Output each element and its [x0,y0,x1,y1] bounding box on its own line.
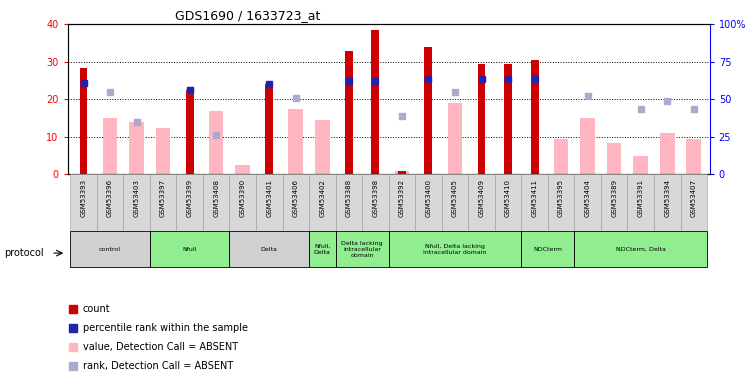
Text: GSM53402: GSM53402 [319,179,325,217]
Bar [209,111,224,174]
FancyBboxPatch shape [123,174,150,231]
Text: Nfull: Nfull [182,247,197,252]
Bar [531,60,538,174]
Text: GSM53409: GSM53409 [478,179,484,217]
Text: Nfull, Delta lacking
intracellular domain: Nfull, Delta lacking intracellular domai… [424,244,487,255]
Text: GSM53407: GSM53407 [691,179,697,217]
Text: value, Detection Call = ABSENT: value, Detection Call = ABSENT [83,342,238,352]
FancyBboxPatch shape [521,174,547,231]
Bar [504,64,512,174]
Bar [394,171,409,174]
FancyBboxPatch shape [282,174,309,231]
Text: GSM53393: GSM53393 [80,179,86,217]
FancyBboxPatch shape [230,231,309,267]
FancyBboxPatch shape [654,174,680,231]
FancyBboxPatch shape [415,174,442,231]
FancyBboxPatch shape [468,174,495,231]
FancyBboxPatch shape [362,174,389,231]
Bar [581,118,595,174]
Bar [103,118,117,174]
Text: GSM53405: GSM53405 [452,179,458,217]
Text: GSM53410: GSM53410 [505,179,511,217]
FancyBboxPatch shape [203,174,230,231]
Text: GSM53389: GSM53389 [611,179,617,217]
Bar [553,139,569,174]
Bar [80,68,87,174]
FancyBboxPatch shape [71,231,150,267]
Text: GSM53391: GSM53391 [638,179,644,217]
Text: GSM53392: GSM53392 [399,179,405,217]
FancyBboxPatch shape [442,174,468,231]
FancyBboxPatch shape [389,231,521,267]
Bar [660,133,674,174]
FancyBboxPatch shape [389,174,415,231]
FancyBboxPatch shape [97,174,123,231]
FancyBboxPatch shape [150,231,230,267]
Text: GSM53395: GSM53395 [558,179,564,217]
Text: GSM53394: GSM53394 [664,179,670,217]
Text: GSM53404: GSM53404 [584,179,590,217]
FancyBboxPatch shape [575,174,601,231]
Text: control: control [99,247,121,252]
FancyBboxPatch shape [575,231,707,267]
FancyBboxPatch shape [336,174,362,231]
FancyBboxPatch shape [230,174,256,231]
FancyBboxPatch shape [71,174,97,231]
Text: GSM53398: GSM53398 [372,179,379,217]
Text: NDCterm: NDCterm [533,247,562,252]
FancyBboxPatch shape [309,231,336,267]
Bar [372,30,379,174]
Text: GSM53390: GSM53390 [240,179,246,217]
Text: GSM53401: GSM53401 [267,179,273,217]
FancyBboxPatch shape [336,231,389,267]
FancyBboxPatch shape [601,174,627,231]
Text: GSM53396: GSM53396 [107,179,113,217]
Text: GDS1690 / 1633723_at: GDS1690 / 1633723_at [175,9,321,22]
Bar [185,90,194,174]
Bar [345,51,353,174]
Text: GSM53397: GSM53397 [160,179,166,217]
Bar [155,128,170,174]
Text: Nfull,
Delta: Nfull, Delta [314,244,330,255]
Text: GSM53399: GSM53399 [187,179,193,217]
Bar [288,109,303,174]
FancyBboxPatch shape [680,174,707,231]
FancyBboxPatch shape [521,231,575,267]
Text: Delta: Delta [261,247,278,252]
Text: protocol: protocol [4,248,44,258]
FancyBboxPatch shape [495,174,521,231]
Bar [129,122,144,174]
Text: count: count [83,304,110,314]
FancyBboxPatch shape [256,174,282,231]
FancyBboxPatch shape [176,174,203,231]
FancyBboxPatch shape [547,174,575,231]
Text: GSM53388: GSM53388 [346,179,351,217]
Bar [424,47,433,174]
Text: GSM53406: GSM53406 [293,179,299,217]
Bar [686,139,701,174]
Bar [633,156,648,174]
Text: Delta lacking
intracellular
domain: Delta lacking intracellular domain [342,241,383,258]
Bar [478,64,485,174]
Text: GSM53403: GSM53403 [134,179,140,217]
Bar [315,120,330,174]
Text: percentile rank within the sample: percentile rank within the sample [83,323,248,333]
Text: GSM53411: GSM53411 [532,179,538,217]
Bar [398,171,406,174]
Bar [265,84,273,174]
Bar [448,103,463,174]
Bar [235,165,250,174]
FancyBboxPatch shape [309,174,336,231]
Text: GSM53400: GSM53400 [426,179,431,217]
FancyBboxPatch shape [627,174,654,231]
Text: rank, Detection Call = ABSENT: rank, Detection Call = ABSENT [83,361,233,371]
FancyBboxPatch shape [150,174,176,231]
Text: NDCterm, Delta: NDCterm, Delta [616,247,665,252]
Bar [607,142,622,174]
Text: GSM53408: GSM53408 [213,179,219,217]
